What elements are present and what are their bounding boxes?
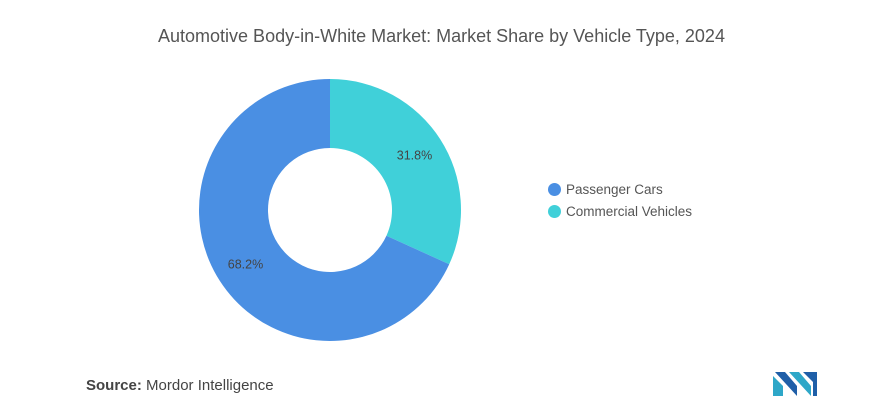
- legend-swatch-commercial-vehicles: [548, 204, 561, 218]
- data-label-commercial-vehicles: 31.8%: [397, 149, 432, 163]
- legend-item-passenger-cars[interactable]: Passenger Cars: [548, 178, 692, 200]
- donut-slice-passenger-cars[interactable]: [198, 79, 450, 341]
- chart-legend: Passenger Cars Commercial Vehicles: [548, 178, 692, 222]
- source-label: Source:: [86, 377, 142, 394]
- legend-label-passenger-cars: Passenger Cars: [566, 181, 663, 197]
- data-label-passenger-cars: 68.2%: [228, 257, 263, 271]
- legend-item-commercial-vehicles[interactable]: Commercial Vehicles: [548, 200, 692, 222]
- source-note: Source: Mordor Intelligence: [86, 377, 274, 394]
- legend-label-commercial-vehicles: Commercial Vehicles: [566, 203, 693, 219]
- donut-data-labels: 31.8% 68.2%: [228, 149, 432, 272]
- legend-swatch-passenger-cars: [548, 182, 561, 196]
- donut-slice-commercial-vehicles[interactable]: [330, 79, 461, 265]
- source-text: Mordor Intelligence: [146, 377, 274, 394]
- mordor-intelligence-logo-icon: [773, 372, 817, 396]
- chart-title: Automotive Body-in-White Market: Market …: [158, 26, 725, 46]
- donut-slices: [198, 79, 461, 341]
